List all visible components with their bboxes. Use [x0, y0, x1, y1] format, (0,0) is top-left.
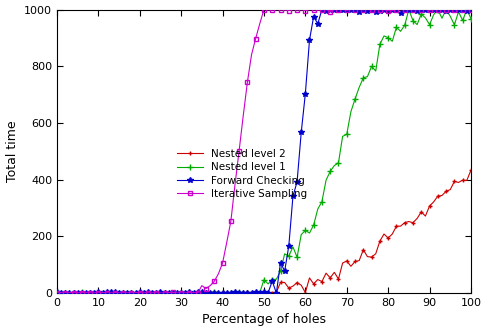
Forward Checking: [373, 10, 379, 14]
Nested level 2: [348, 264, 354, 268]
Nested level 2: [307, 276, 313, 280]
Nested level 1: [83, 290, 89, 294]
Forward Checking: [274, 291, 280, 295]
Nested level 1: [162, 291, 168, 295]
Forward Checking: [244, 291, 250, 295]
Line: Forward Checking: Forward Checking: [54, 7, 474, 296]
Iterative Sampling: [311, 8, 317, 12]
Iterative Sampling: [249, 52, 255, 56]
Y-axis label: Total time: Total time: [5, 121, 19, 182]
Iterative Sampling: [468, 8, 474, 12]
Nested level 2: [157, 291, 163, 295]
Nested level 2: [162, 290, 168, 294]
Forward Checking: [352, 8, 358, 12]
Nested level 1: [468, 17, 474, 21]
Forward Checking: [307, 38, 313, 42]
Nested level 2: [249, 290, 255, 294]
Nested level 1: [307, 231, 313, 235]
Nested level 1: [54, 290, 60, 294]
Line: Nested level 2: Nested level 2: [55, 168, 473, 295]
Forward Checking: [468, 8, 474, 12]
Legend: Nested level 2, Nested level 1, Forward Checking, Iterative Sampling: Nested level 2, Nested level 1, Forward …: [174, 146, 311, 202]
Forward Checking: [83, 291, 89, 295]
Nested level 2: [468, 168, 474, 172]
Iterative Sampling: [54, 291, 60, 295]
Forward Checking: [157, 290, 163, 294]
Line: Nested level 1: Nested level 1: [54, 7, 474, 296]
Iterative Sampling: [195, 291, 201, 295]
Nested level 1: [249, 290, 255, 294]
Iterative Sampling: [157, 291, 163, 295]
Nested level 2: [369, 255, 375, 259]
Nested level 1: [369, 64, 375, 68]
Iterative Sampling: [261, 8, 267, 12]
Nested level 1: [406, 8, 412, 12]
Nested level 1: [157, 290, 163, 294]
X-axis label: Percentage of holes: Percentage of holes: [202, 313, 326, 326]
Line: Iterative Sampling: Iterative Sampling: [55, 7, 473, 295]
Forward Checking: [319, 8, 325, 12]
Forward Checking: [54, 290, 60, 294]
Iterative Sampling: [352, 8, 358, 12]
Nested level 1: [348, 110, 354, 114]
Nested level 2: [83, 291, 89, 295]
Iterative Sampling: [373, 8, 379, 12]
Iterative Sampling: [83, 291, 89, 295]
Nested level 2: [54, 290, 60, 294]
